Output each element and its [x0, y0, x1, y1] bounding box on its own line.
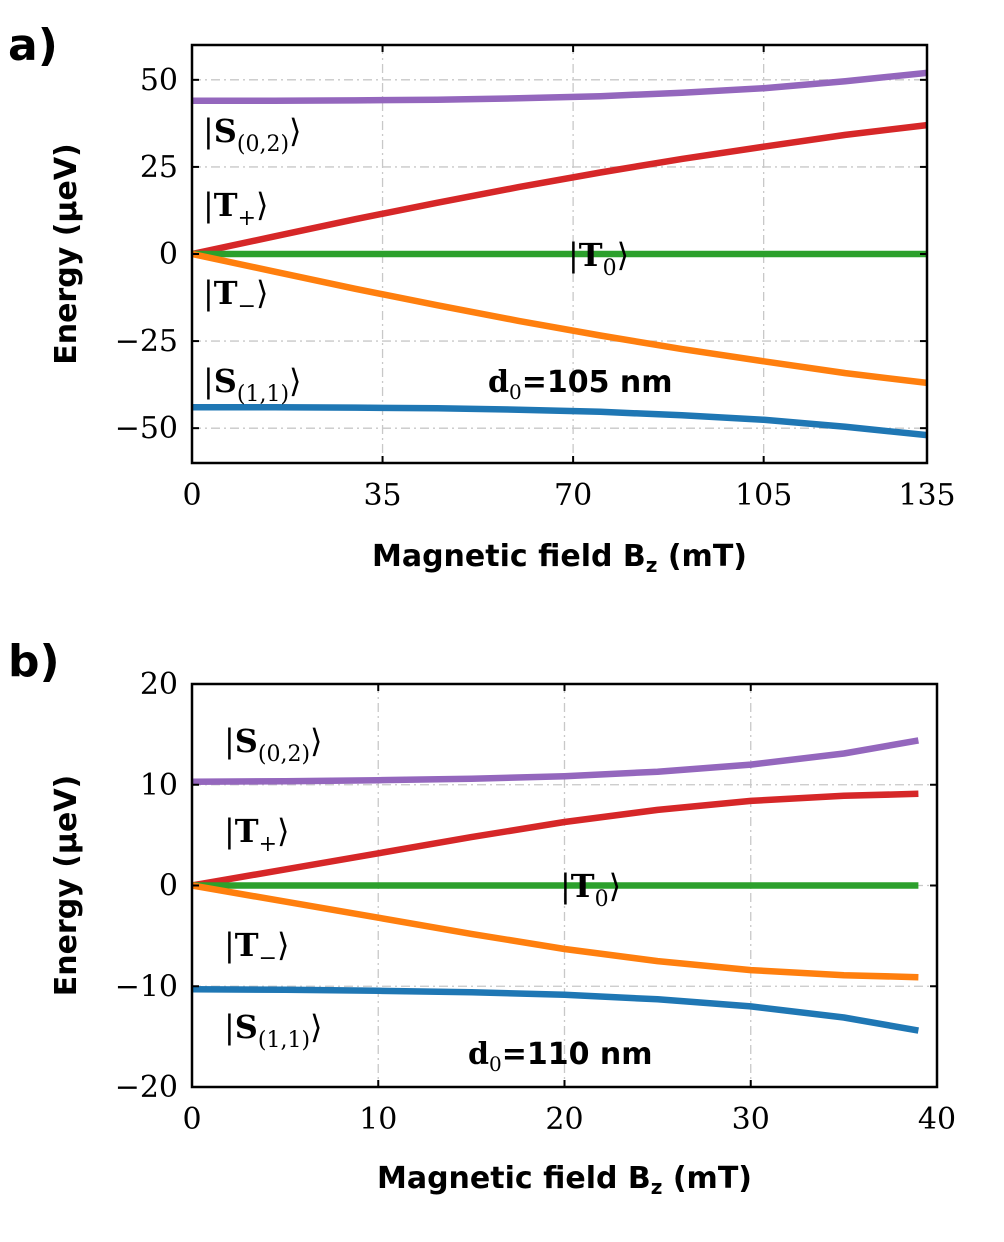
- y-tick-label: 10: [140, 768, 178, 803]
- state-label-s11: |S(1,1)⟩: [203, 362, 302, 407]
- x-axis-label: Magnetic field Bz (mT): [372, 539, 747, 577]
- distance-annotation: d0=105 nm: [488, 365, 673, 404]
- state-label-t0: |T0⟩: [560, 867, 621, 912]
- series-line-t: [191, 121, 928, 258]
- x-tick-label: 0: [182, 478, 201, 513]
- series-line-s11: [191, 986, 919, 1034]
- series-line-s02: [192, 69, 928, 104]
- y-tick-label: −20: [115, 1070, 178, 1105]
- series-line-s02: [191, 737, 919, 785]
- y-tick-label: 0: [159, 237, 178, 272]
- state-label-t: |T−⟩: [224, 926, 290, 971]
- series-line-t: [191, 790, 919, 889]
- y-tick-label: 50: [140, 63, 178, 98]
- y-tick-label: −25: [115, 324, 178, 359]
- x-tick-label: 20: [545, 1102, 583, 1137]
- state-label-t0: |T0⟩: [568, 236, 629, 281]
- y-tick-label: 20: [140, 667, 178, 702]
- x-tick-label: 40: [918, 1102, 956, 1137]
- panel-label: b): [8, 636, 60, 687]
- panel-label: a): [8, 20, 58, 71]
- x-tick-label: 35: [363, 478, 401, 513]
- x-tick-label: 10: [359, 1102, 397, 1137]
- y-axis-label: Energy (μeV): [49, 143, 84, 365]
- y-tick-label: 0: [159, 869, 178, 904]
- x-tick-label: 70: [554, 478, 592, 513]
- x-tick-label: 30: [732, 1102, 770, 1137]
- state-label-t: |T+⟩: [203, 186, 269, 231]
- chart-panel-a: a) 0 35 70 105 135 50 25 0 −25 −50 Magnetic field B…: [8, 20, 956, 577]
- x-tick-label: 0: [182, 1102, 201, 1137]
- series-line-t: [191, 250, 928, 387]
- y-tick-label: 25: [140, 150, 178, 185]
- x-axis-label: Magnetic field Bz (mT): [377, 1161, 752, 1199]
- state-label-t: |T−⟩: [203, 274, 269, 319]
- state-label-s02: |S(0,2)⟩: [224, 722, 323, 767]
- chart-panel-b: b) 0 10 20 30 40 20 10 0 −10 −20 Magnetic field Bz …: [8, 636, 956, 1199]
- state-label-s11: |S(1,1)⟩: [224, 1008, 323, 1053]
- y-tick-label: −50: [115, 411, 178, 446]
- x-tick-label: 105: [735, 478, 792, 513]
- state-label-s02: |S(0,2)⟩: [203, 112, 302, 157]
- y-tick-label: −10: [115, 969, 178, 1004]
- state-label-t: |T+⟩: [224, 812, 290, 857]
- distance-annotation: d0=110 nm: [468, 1037, 653, 1076]
- series-line-t: [191, 882, 919, 981]
- y-axis-label: Energy (μeV): [49, 775, 84, 997]
- series-line-s11: [192, 404, 928, 439]
- x-tick-label: 135: [898, 478, 955, 513]
